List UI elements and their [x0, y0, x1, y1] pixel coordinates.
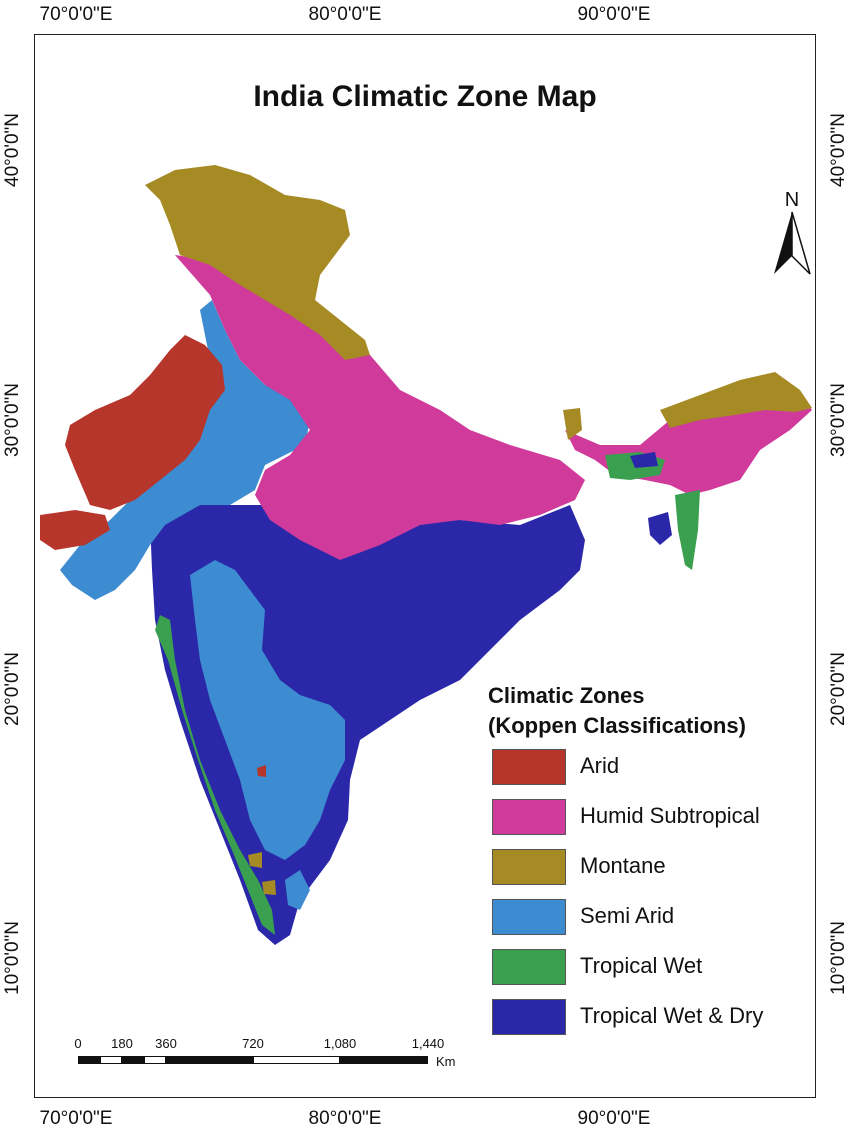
map-title: India Climatic Zone Map — [253, 80, 597, 113]
legend-label-montane: Montane — [580, 853, 666, 878]
longitude-label-bottom-70: 70°0'0"E — [39, 1108, 113, 1129]
zone-montane-sikkim — [563, 408, 582, 440]
longitude-label-top-90: 90°0'0"E — [577, 4, 651, 25]
scale-segment-2 — [100, 1056, 122, 1064]
legend-label-tropical-wet: Tropical Wet — [580, 953, 703, 978]
zone-tropical-wet-dry-tripura — [648, 512, 672, 545]
legend-label-tropical-wet-dry: Tropical Wet & Dry — [580, 1003, 764, 1028]
longitude-label-top-80: 80°0'0"E — [308, 4, 382, 25]
north-arrow-icon: N — [774, 189, 811, 275]
scale-bar: 0 180 360 720 1,080 1,440 Km — [74, 1036, 478, 1076]
scale-tick-360: 360 — [155, 1036, 177, 1051]
legend-swatch-humid-subtropical — [492, 799, 566, 835]
zone-montane-ne — [660, 372, 812, 428]
scale-tick-180: 180 — [111, 1036, 133, 1051]
longitude-label-bottom-80: 80°0'0"E — [308, 1108, 382, 1129]
zone-tropical-wet-mizoram — [675, 490, 700, 570]
scale-tick-0: 0 — [74, 1036, 82, 1051]
north-label: N — [785, 189, 799, 211]
longitude-label-bottom-90: 90°0'0"E — [577, 1108, 651, 1129]
scale-segment-5 — [166, 1056, 253, 1064]
zone-montane-south-2 — [262, 880, 276, 895]
legend-label-semi-arid: Semi Arid — [580, 903, 675, 928]
scale-segment-4 — [144, 1056, 166, 1064]
scale-tick-1440: 1,440 — [411, 1036, 445, 1051]
zone-arid-south-spot — [257, 765, 266, 777]
zone-arid-kutch — [40, 510, 110, 550]
scale-tick-1080: 1,080 — [323, 1036, 357, 1051]
scale-segment-1 — [78, 1056, 100, 1064]
zone-tropical-wet-dry-ne-spot — [630, 452, 658, 468]
zone-semi-arid-deccan — [190, 560, 345, 860]
longitude-label-top-70: 70°0'0"E — [39, 4, 113, 25]
zone-arid — [65, 335, 225, 510]
legend-label-humid-subtropical: Humid Subtropical — [580, 803, 760, 828]
legend-swatch-arid — [492, 749, 566, 785]
legend-title: Climatic Zones (Koppen Classifications) — [488, 681, 746, 741]
zone-semi-arid-south — [285, 870, 310, 910]
scale-tick-720: 720 — [242, 1036, 264, 1051]
scale-segment-7 — [340, 1056, 428, 1064]
zone-montane-south-1 — [248, 852, 262, 868]
scale-segment-3 — [122, 1056, 144, 1064]
scale-segment-6 — [253, 1056, 340, 1064]
legend-swatch-tropical-wet-dry — [492, 999, 566, 1035]
zone-montane-kashmir — [145, 165, 370, 360]
legend-swatch-montane — [492, 849, 566, 885]
map-frame — [34, 34, 816, 1098]
legend-title-line2: (Koppen Classifications) — [488, 713, 746, 738]
scale-unit: Km — [436, 1054, 456, 1069]
legend-swatch-semi-arid — [492, 899, 566, 935]
zone-tropical-wet-ghats — [155, 615, 275, 935]
zone-humid-subtropical — [175, 255, 585, 560]
legend-title-line1: Climatic Zones — [488, 683, 645, 708]
legend-label-arid: Arid — [580, 753, 620, 778]
legend-swatch-tropical-wet — [492, 949, 566, 985]
